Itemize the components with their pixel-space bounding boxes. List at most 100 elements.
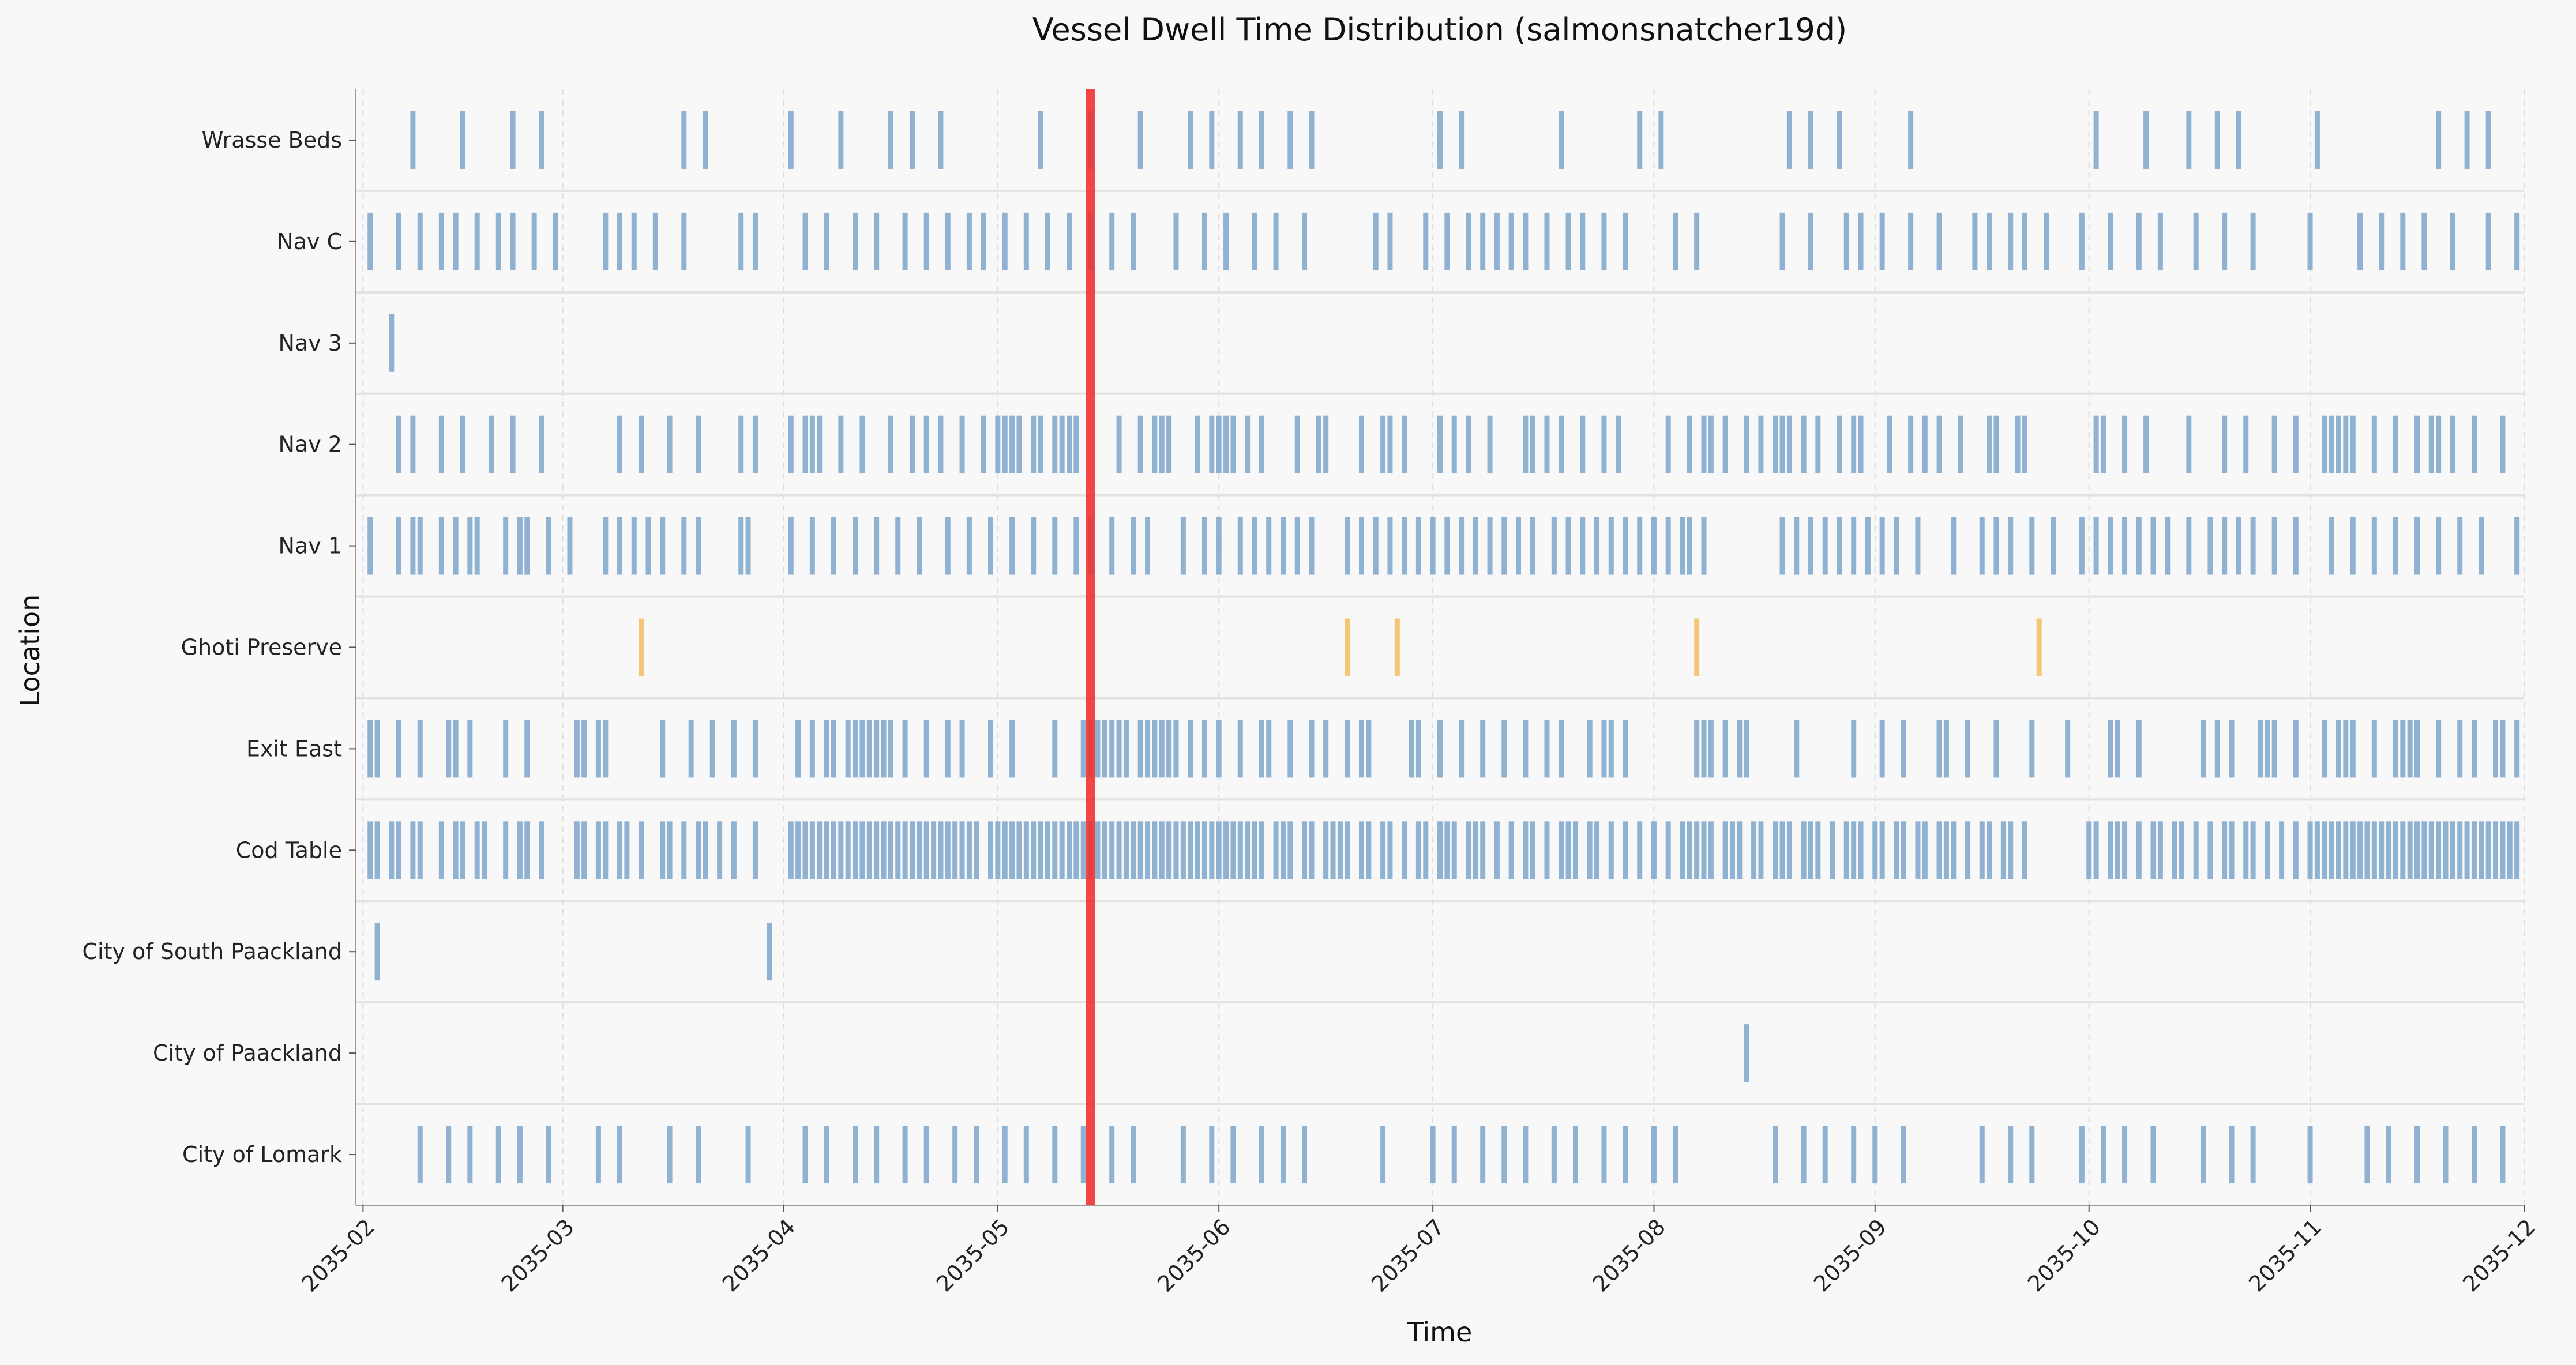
event-mark bbox=[2350, 415, 2356, 473]
event-mark bbox=[959, 821, 965, 879]
event-mark bbox=[1494, 212, 1500, 270]
event-mark bbox=[2436, 111, 2442, 169]
event-mark bbox=[2457, 517, 2463, 575]
event-mark bbox=[881, 720, 887, 778]
event-mark bbox=[2407, 720, 2413, 778]
event-mark bbox=[1993, 415, 1999, 473]
event-mark bbox=[603, 720, 609, 778]
event-mark bbox=[1565, 517, 1571, 575]
event-mark bbox=[2222, 415, 2228, 473]
event-mark bbox=[1501, 517, 1507, 575]
event-mark bbox=[1402, 821, 1407, 879]
event-mark bbox=[2157, 212, 2163, 270]
event-mark bbox=[1373, 212, 1379, 270]
event-mark bbox=[1166, 821, 1172, 879]
event-mark bbox=[2122, 517, 2128, 575]
event-mark bbox=[681, 212, 687, 270]
event-mark bbox=[2022, 821, 2027, 879]
event-mark bbox=[923, 415, 929, 473]
event-mark bbox=[2172, 821, 2177, 879]
event-mark bbox=[1744, 415, 1749, 473]
event-mark bbox=[1345, 618, 1350, 676]
event-mark bbox=[524, 821, 530, 879]
event-mark bbox=[845, 821, 851, 879]
event-mark bbox=[881, 821, 887, 879]
event-mark bbox=[1387, 212, 1393, 270]
event-mark bbox=[966, 517, 972, 575]
event-mark bbox=[1223, 821, 1229, 879]
event-mark bbox=[1009, 415, 1015, 473]
event-mark bbox=[2393, 821, 2398, 879]
event-mark bbox=[1444, 517, 1450, 575]
event-row bbox=[639, 618, 2042, 676]
event-mark bbox=[1722, 415, 1728, 473]
event-mark bbox=[474, 821, 480, 879]
event-mark bbox=[1786, 821, 1792, 879]
event-mark bbox=[1173, 720, 1179, 778]
event-mark bbox=[1858, 415, 1864, 473]
event-mark bbox=[1722, 821, 1728, 879]
event-mark bbox=[1901, 821, 1906, 879]
event-mark bbox=[2357, 821, 2363, 879]
event-mark bbox=[2393, 415, 2398, 473]
event-mark bbox=[1594, 517, 1600, 575]
event-mark bbox=[2029, 720, 2035, 778]
event-mark bbox=[696, 821, 701, 879]
event-mark bbox=[2136, 517, 2142, 575]
event-mark bbox=[1223, 415, 1229, 473]
event-mark bbox=[1159, 821, 1165, 879]
event-mark bbox=[2229, 720, 2235, 778]
event-mark bbox=[2108, 517, 2113, 575]
event-mark bbox=[2436, 415, 2442, 473]
event-mark bbox=[788, 821, 794, 879]
event-mark bbox=[1137, 720, 1143, 778]
event-mark bbox=[1252, 821, 1257, 879]
event-mark bbox=[2093, 517, 2099, 575]
event-mark bbox=[2108, 821, 2113, 879]
event-mark bbox=[2271, 517, 2277, 575]
event-mark bbox=[1587, 821, 1593, 879]
event-mark bbox=[1415, 517, 1421, 575]
event-mark bbox=[853, 720, 858, 778]
event-mark bbox=[1102, 821, 1107, 879]
event-mark bbox=[2265, 821, 2270, 879]
event-mark bbox=[2008, 517, 2014, 575]
event-mark bbox=[667, 821, 673, 879]
event-mark bbox=[1230, 415, 1236, 473]
event-mark bbox=[2193, 212, 2199, 270]
event-mark bbox=[2186, 111, 2192, 169]
event-mark bbox=[1544, 720, 1550, 778]
event-mark bbox=[2243, 415, 2249, 473]
event-mark bbox=[1865, 517, 1871, 575]
event-mark bbox=[838, 415, 844, 473]
event-mark bbox=[923, 212, 929, 270]
event-mark bbox=[2414, 415, 2420, 473]
event-mark bbox=[1437, 415, 1443, 473]
event-mark bbox=[2414, 720, 2420, 778]
event-mark bbox=[917, 821, 922, 879]
event-mark bbox=[745, 1126, 751, 1184]
event-mark bbox=[2421, 212, 2427, 270]
event-mark bbox=[1673, 212, 1678, 270]
event-mark bbox=[1201, 212, 1207, 270]
event-mark bbox=[1195, 821, 1200, 879]
event-mark bbox=[1451, 1126, 1457, 1184]
event-mark bbox=[617, 821, 623, 879]
event-mark bbox=[1038, 111, 1043, 169]
y-tick-label: Nav 1 bbox=[279, 533, 342, 559]
event-mark bbox=[603, 821, 609, 879]
event-mark bbox=[1145, 720, 1151, 778]
event-mark bbox=[1665, 517, 1671, 575]
event-mark bbox=[2022, 212, 2027, 270]
event-mark bbox=[2222, 212, 2228, 270]
event-mark bbox=[859, 415, 865, 473]
event-mark bbox=[1687, 821, 1692, 879]
event-mark bbox=[888, 821, 893, 879]
event-mark bbox=[2514, 212, 2520, 270]
event-mark bbox=[888, 415, 893, 473]
event-mark bbox=[2436, 821, 2442, 879]
event-mark bbox=[396, 415, 401, 473]
event-mark bbox=[859, 720, 865, 778]
event-mark bbox=[595, 720, 601, 778]
event-mark bbox=[2122, 821, 2128, 879]
